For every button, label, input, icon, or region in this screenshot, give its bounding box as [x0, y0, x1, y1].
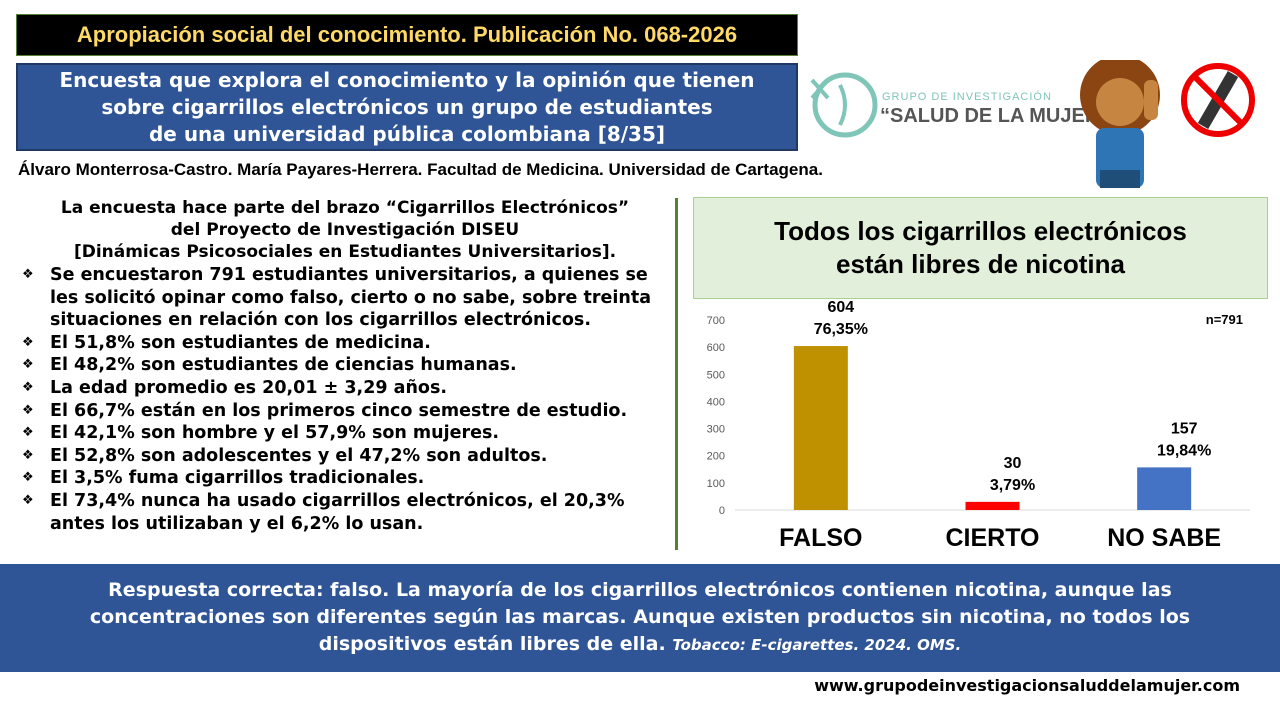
- x-tick-label: NO SABE: [1107, 524, 1221, 552]
- value-label: 604: [827, 300, 854, 316]
- answer-line: dispositivos están libres de ella.: [318, 633, 666, 655]
- authors: Álvaro Monterrosa-Castro. María Payares-…: [18, 160, 823, 179]
- source: Tobacco: E-cigarettes. 2024. OMS.: [672, 636, 962, 654]
- bullet: La edad promedio es 20,01 ± 3,29 años.: [22, 377, 674, 400]
- value-label: 30: [1004, 455, 1022, 472]
- chart-title: Todos los cigarrillos electrónicos: [774, 216, 1187, 246]
- chart-title-box: Todos los cigarrillos electrónicos están…: [693, 197, 1268, 299]
- chart-title: están libres de nicotina: [836, 249, 1125, 279]
- percent-label: 19,84%: [1157, 442, 1211, 459]
- y-tick-label: 100: [707, 478, 725, 490]
- bullet: El 73,4% nunca ha usado cigarrillos elec…: [22, 490, 674, 535]
- bullet: Se encuestaron 791 estudiantes universit…: [22, 264, 674, 332]
- bar: [793, 346, 848, 510]
- bullet: El 51,8% son estudiantes de medicina.: [22, 332, 674, 355]
- x-tick-label: FALSO: [779, 524, 862, 552]
- intro-line: La encuesta hace parte del brazo “Cigarr…: [60, 198, 630, 218]
- percent-label: 3,79%: [990, 477, 1035, 494]
- bar: [1137, 467, 1192, 510]
- intro-line: del Proyecto de Investigación DISEU: [170, 220, 520, 240]
- value-label: 157: [1171, 420, 1198, 437]
- y-tick-label: 300: [707, 424, 725, 436]
- bullet: El 52,8% son adolescentes y el 47,2% son…: [22, 445, 674, 468]
- logo-mark: [810, 72, 878, 138]
- x-tick-label: CIERTO: [946, 524, 1040, 552]
- logos: GRUPO DE INVESTIGACIÓN “SALUD DE LA MUJE…: [810, 60, 1255, 188]
- divider: [675, 198, 678, 550]
- no-vape-icon: [1181, 63, 1255, 137]
- y-tick-label: 700: [707, 315, 725, 327]
- publication-bar: Apropiación social del conocimiento. Pub…: [16, 14, 798, 56]
- website: www.grupodeinvestigacionsaluddelamujer.c…: [814, 676, 1240, 695]
- percent-label: 76,35%: [814, 321, 868, 338]
- y-tick-label: 400: [707, 396, 725, 408]
- answer-line: Respuesta correcta: falso. La mayoría de…: [108, 579, 1172, 601]
- bullet: El 66,7% están en los primeros cinco sem…: [22, 400, 674, 423]
- footer: Respuesta correcta: falso. La mayoría de…: [0, 564, 1280, 672]
- y-tick-label: 600: [707, 342, 725, 354]
- publication: Apropiación social del conocimiento. Pub…: [76, 22, 738, 47]
- y-tick-label: 200: [707, 451, 725, 463]
- bullet: El 48,2% son estudiantes de ciencias hum…: [22, 354, 674, 377]
- answer-line-wrap: dispositivos están libres de ella. Tobac…: [0, 631, 1280, 659]
- bullet: El 3,5% fuma cigarrillos tradicionales.: [22, 467, 674, 490]
- intro: La encuesta hace parte del brazo “Cigarr…: [20, 197, 670, 263]
- logo-line: “SALUD DE LA MUJER”: [880, 105, 1109, 127]
- title-line: Encuesta que explora el conocimiento y l…: [59, 67, 755, 92]
- logo-line: GRUPO DE INVESTIGACIÓN: [882, 90, 1052, 103]
- bullet: El 42,1% son hombre y el 57,9% son mujer…: [22, 422, 674, 445]
- chart: n=791 0 100 200 300 400 500 600 700 604 76,35% FAL…: [707, 300, 1250, 552]
- character: [1080, 60, 1160, 188]
- intro-line: [Dinámicas Psicosociales en Estudiantes …: [73, 242, 617, 262]
- y-tick-label: 0: [719, 505, 725, 517]
- y-tick-label: 500: [707, 369, 725, 381]
- answer-line: concentraciones son diferentes según las…: [89, 606, 1191, 628]
- title-box: Encuesta que explora el conocimiento y l…: [16, 63, 798, 151]
- bullet-list: Se encuestaron 791 estudiantes universit…: [22, 264, 674, 535]
- title-line: de una universidad pública colombiana [8…: [148, 121, 666, 146]
- bar: [965, 501, 1020, 510]
- title-line: sobre cigarrillos electrónicos un grupo …: [101, 94, 713, 119]
- sample-size: n=791: [1206, 312, 1243, 327]
